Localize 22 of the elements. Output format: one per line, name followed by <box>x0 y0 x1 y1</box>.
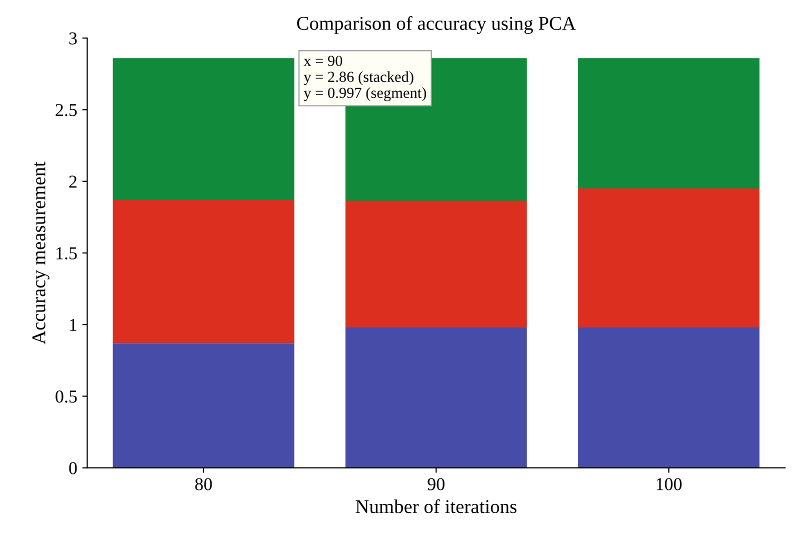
bar <box>112 58 294 200</box>
bar <box>112 343 294 468</box>
y-tick-label: 0.5 <box>56 390 77 403</box>
bar <box>578 58 760 188</box>
bar <box>112 200 294 344</box>
y-tick-label: 1.5 <box>56 247 77 260</box>
bar <box>345 327 527 468</box>
bar <box>345 200 527 328</box>
y-axis-title: Accuracy measurement <box>32 162 50 344</box>
chart-title: Comparison of accuracy using PCA <box>297 16 576 34</box>
y-tick-label: 1 <box>70 318 76 331</box>
x-tick-label: 80 <box>195 478 212 490</box>
y-tick-label: 3 <box>69 32 77 45</box>
y-tick-label: 2.5 <box>56 104 77 116</box>
bar <box>578 327 760 468</box>
bar <box>578 188 760 328</box>
x-tick-label: 100 <box>656 478 682 490</box>
x-tick-label: 90 <box>428 478 444 490</box>
annotation: x = 90 y = 2.86 (stacked) y = 0.997 (segment) <box>304 56 426 102</box>
y-tick-label: 2 <box>69 176 77 188</box>
x-axis-title: Number of iterations <box>356 499 516 514</box>
y-tick-label: 0 <box>69 462 77 474</box>
